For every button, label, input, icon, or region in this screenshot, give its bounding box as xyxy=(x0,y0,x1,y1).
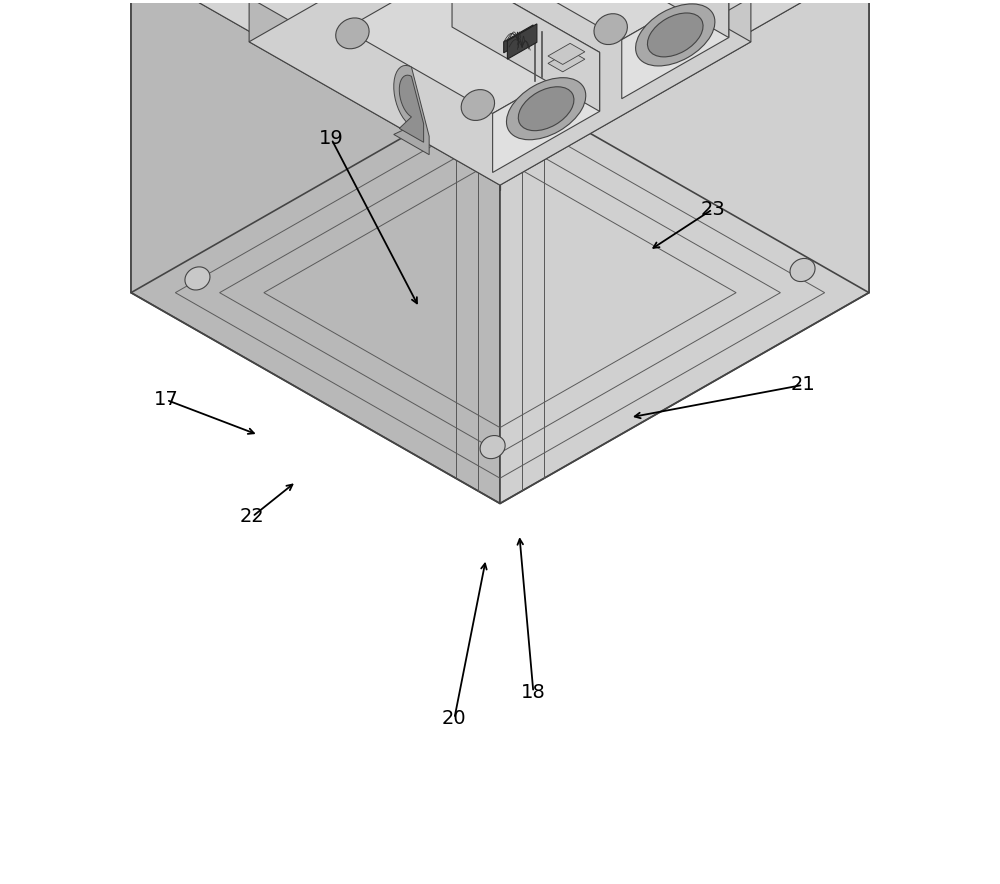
Ellipse shape xyxy=(185,267,210,290)
Text: 20: 20 xyxy=(442,709,467,728)
Ellipse shape xyxy=(506,78,586,140)
Ellipse shape xyxy=(461,89,495,120)
Ellipse shape xyxy=(495,90,520,113)
Polygon shape xyxy=(345,0,600,113)
Polygon shape xyxy=(622,0,729,99)
Ellipse shape xyxy=(790,258,815,282)
Text: 23: 23 xyxy=(700,200,725,218)
Polygon shape xyxy=(474,0,729,40)
Text: 18: 18 xyxy=(521,682,546,702)
Text: 21: 21 xyxy=(791,376,815,394)
Ellipse shape xyxy=(671,5,705,36)
Polygon shape xyxy=(452,0,600,111)
Polygon shape xyxy=(504,25,533,53)
Polygon shape xyxy=(548,50,585,72)
Ellipse shape xyxy=(647,13,703,57)
Polygon shape xyxy=(131,0,869,134)
Polygon shape xyxy=(581,0,729,37)
Polygon shape xyxy=(399,75,424,142)
Polygon shape xyxy=(190,0,810,175)
Polygon shape xyxy=(249,0,500,185)
Polygon shape xyxy=(548,43,585,65)
Polygon shape xyxy=(500,0,751,185)
Polygon shape xyxy=(500,0,869,293)
Ellipse shape xyxy=(336,18,369,49)
Polygon shape xyxy=(131,0,500,293)
Polygon shape xyxy=(249,0,751,185)
Ellipse shape xyxy=(594,14,627,44)
Polygon shape xyxy=(190,0,500,175)
Ellipse shape xyxy=(636,4,715,66)
Polygon shape xyxy=(131,0,500,504)
Ellipse shape xyxy=(480,436,505,459)
Polygon shape xyxy=(394,65,429,155)
Text: 19: 19 xyxy=(319,129,344,149)
Ellipse shape xyxy=(518,87,574,131)
Polygon shape xyxy=(493,52,600,172)
Polygon shape xyxy=(500,0,795,148)
Text: 22: 22 xyxy=(240,507,265,526)
Text: 17: 17 xyxy=(154,391,179,409)
Ellipse shape xyxy=(524,89,557,120)
Polygon shape xyxy=(500,0,869,504)
Polygon shape xyxy=(500,0,810,175)
Polygon shape xyxy=(205,0,795,148)
Polygon shape xyxy=(507,24,537,59)
